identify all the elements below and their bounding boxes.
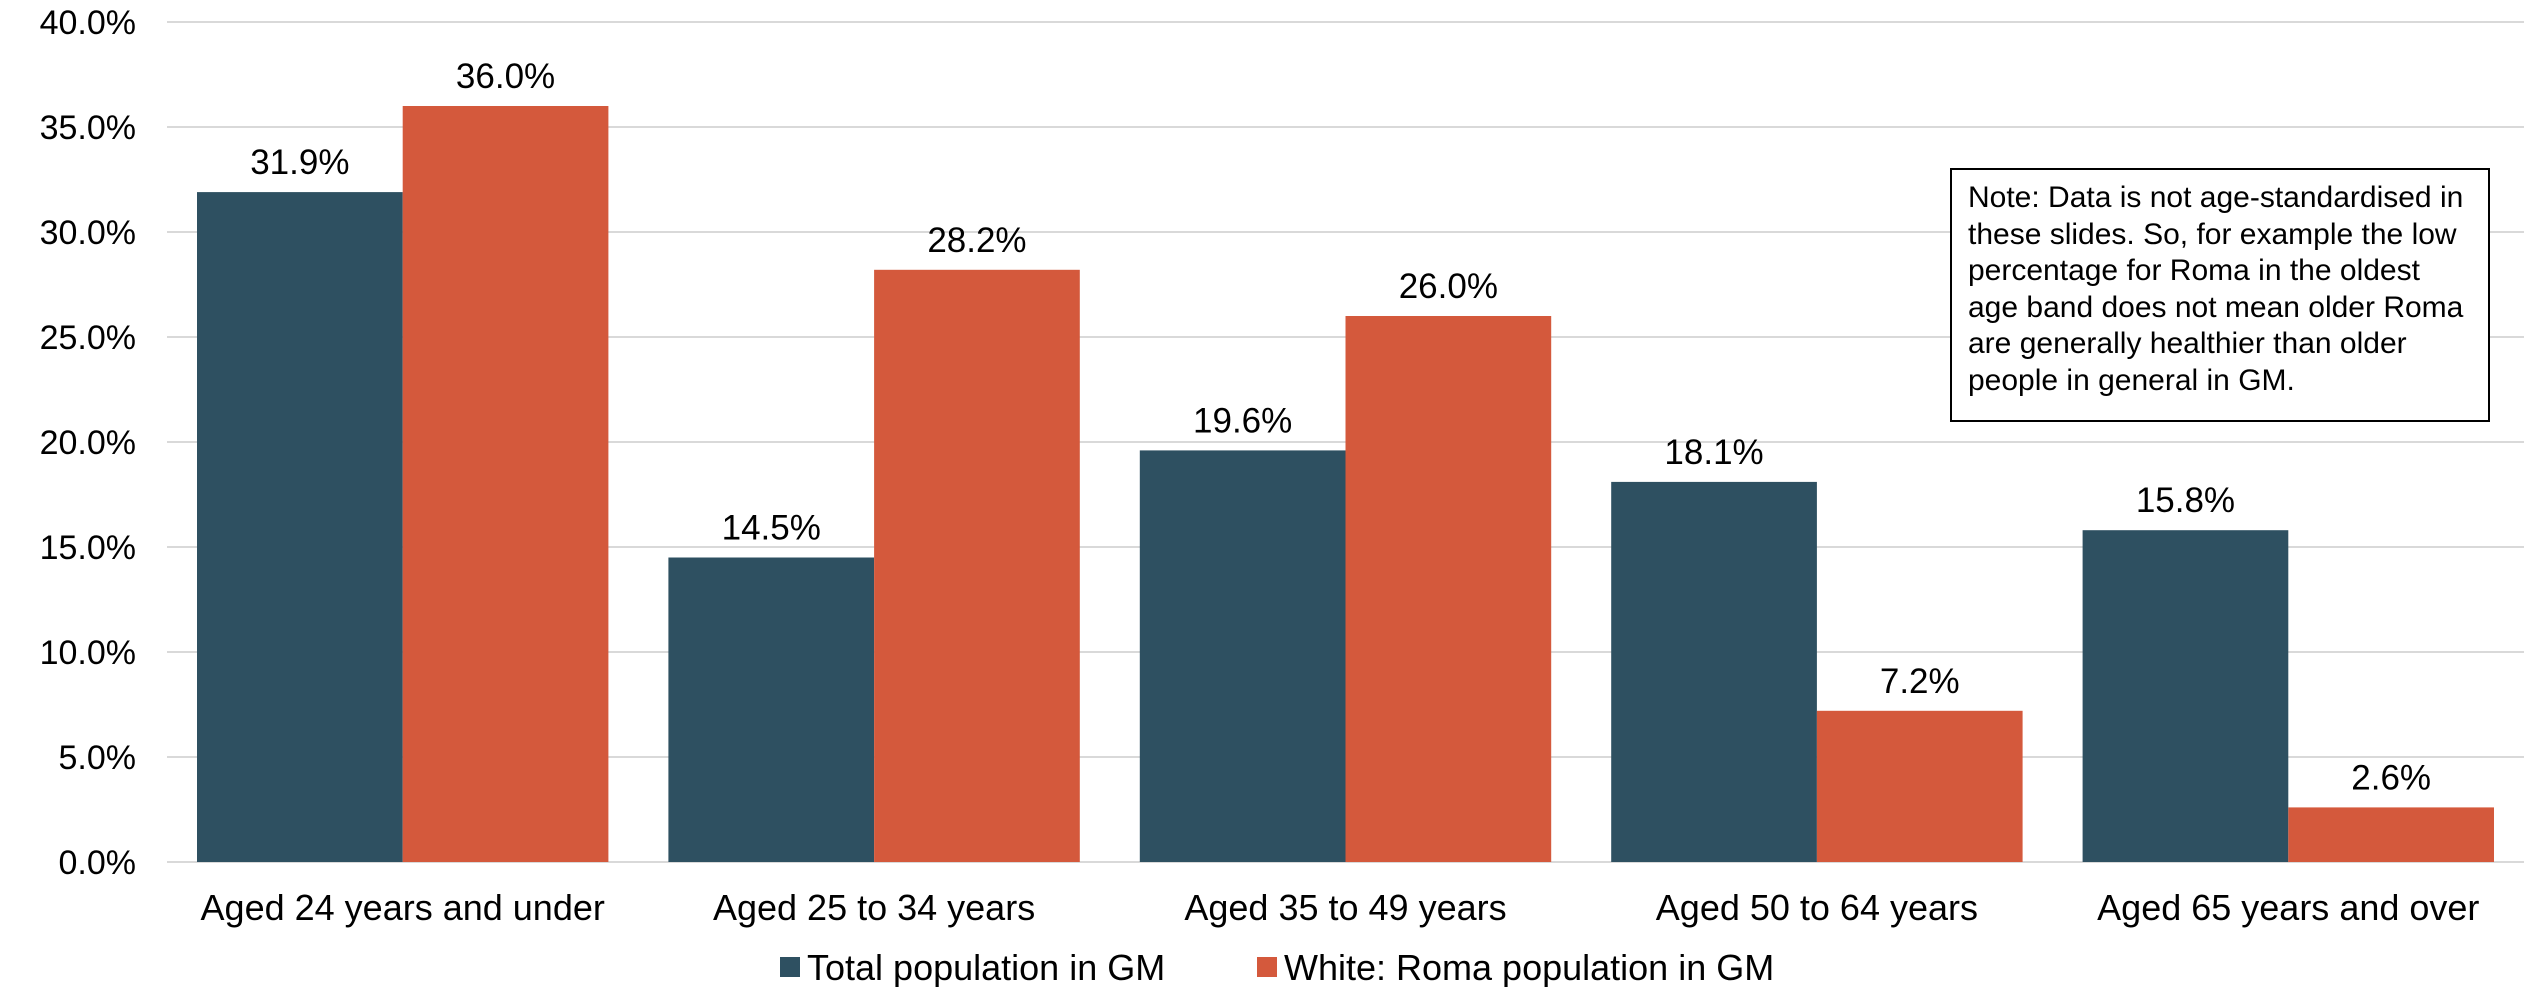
bar: [197, 192, 403, 863]
y-tick-label: 30.0%: [40, 214, 136, 252]
bars: [197, 106, 2494, 863]
legend-label: White: Roma population in GM: [1284, 947, 1774, 987]
y-tick-label: 40.0%: [40, 4, 136, 42]
bar: [668, 557, 875, 862]
note-annotation: Note: Data is not age-standardised in th…: [1950, 168, 2490, 422]
legend-label: Total population in GM: [807, 947, 1165, 987]
data-labels: 31.9% 36.0% 14.5% 28.2% 19.6% 26.0% 18.1% 7.2% 1…: [250, 57, 2431, 797]
bar: [1611, 481, 1817, 862]
y-tick-label: 10.0%: [40, 634, 136, 672]
data-label: 2.6%: [2351, 758, 2431, 797]
legend-swatch: [1257, 957, 1277, 977]
y-tick-label: 25.0%: [40, 319, 136, 357]
x-axis: Aged 24 years and under Aged 25 to 34 yea…: [201, 887, 2480, 928]
y-tick-label: 15.0%: [40, 529, 136, 567]
bar: [874, 269, 1080, 862]
x-tick-label: Aged 35 to 49 years: [1184, 887, 1506, 928]
data-label: 36.0%: [456, 57, 555, 96]
bar: [1345, 316, 1552, 862]
bar: [2082, 530, 2289, 862]
y-tick-label: 5.0%: [59, 739, 137, 777]
data-label: 7.2%: [1880, 662, 1960, 701]
y-tick-label: 20.0%: [40, 424, 136, 462]
x-tick-label: Aged 24 years and under: [201, 887, 605, 928]
x-tick-label: Aged 65 years and over: [2097, 887, 2479, 928]
data-label: 18.1%: [1664, 433, 1763, 472]
legend-swatch: [780, 957, 800, 977]
legend: Total population in GM White: Roma popula…: [780, 947, 1774, 987]
y-tick-label: 0.0%: [59, 844, 137, 882]
bar: [2288, 807, 2494, 862]
y-tick-label: 35.0%: [40, 109, 136, 147]
data-label: 14.5%: [722, 509, 821, 548]
data-label: 26.0%: [1399, 267, 1498, 306]
data-label: 31.9%: [250, 143, 349, 182]
data-label: 15.8%: [2136, 481, 2235, 520]
data-label: 19.6%: [1193, 401, 1292, 440]
bar: [1816, 710, 2023, 862]
bar: [1139, 450, 1346, 862]
bar: [402, 106, 609, 862]
y-axis: 0.0% 5.0% 10.0% 15.0% 20.0% 25.0% 30.0% 35.0% 40…: [40, 4, 136, 882]
x-tick-label: Aged 25 to 34 years: [713, 887, 1035, 928]
data-label: 28.2%: [927, 221, 1026, 260]
x-tick-label: Aged 50 to 64 years: [1656, 887, 1978, 928]
